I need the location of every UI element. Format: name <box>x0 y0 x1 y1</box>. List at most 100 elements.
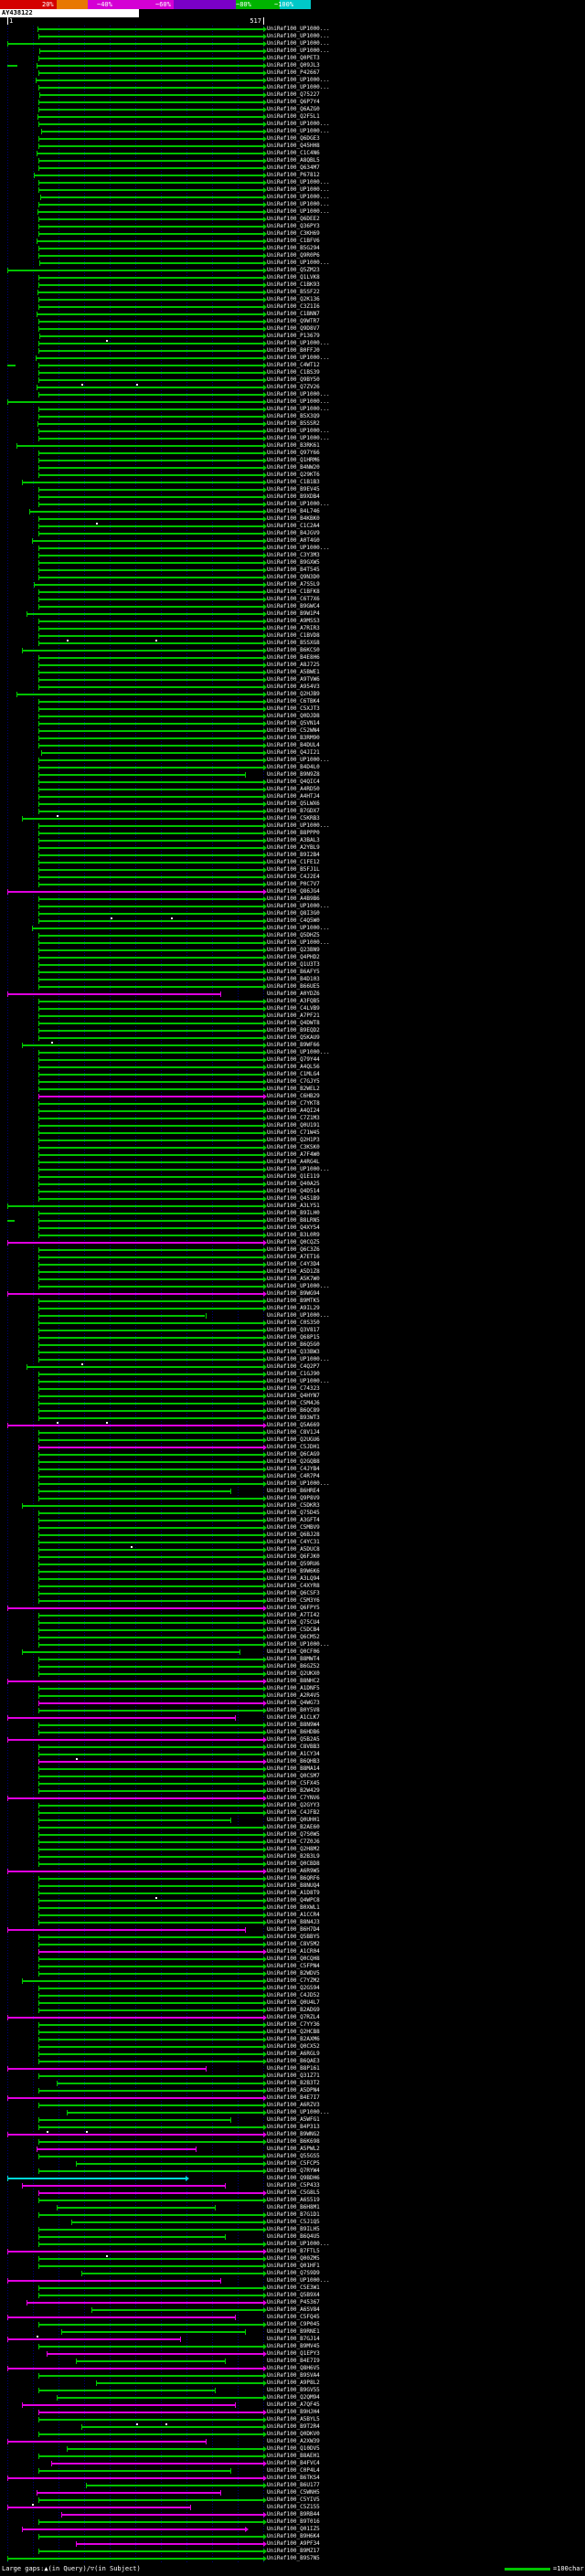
hit-bar[interactable] <box>38 489 263 491</box>
hit-row[interactable]: UniRef100_Q9P8V9 <box>0 1495 585 1502</box>
hit-row[interactable]: UniRef100_Q9BDH6 <box>0 2175 585 2182</box>
hit-row[interactable]: UniRef100_B9EV45 <box>0 486 585 493</box>
hit-row[interactable]: UniRef100_B9WG94 <box>0 1290 585 1298</box>
hit-row[interactable]: UniRef100_C5M4J6 <box>0 1400 585 1407</box>
hit-row[interactable]: UniRef100_B9SVA4 <box>0 2372 585 2380</box>
hit-bar[interactable] <box>38 2075 263 2077</box>
hit-row[interactable]: UniRef100_A2YBL9 <box>0 844 585 852</box>
hit-label[interactable]: UniRef100_Q75D45 <box>267 1510 320 1516</box>
hit-label[interactable]: UniRef100_C5KRB3 <box>267 815 320 822</box>
hit-bar[interactable] <box>38 2053 263 2055</box>
hit-label[interactable]: UniRef100_Q86JG4 <box>267 888 320 895</box>
hit-label[interactable]: UniRef100_Q2K136 <box>267 296 320 302</box>
hit-bar[interactable] <box>38 1754 263 1755</box>
hit-label[interactable]: UniRef100_Q0CQZ5 <box>267 1239 320 1246</box>
hit-row[interactable]: UniRef100_Q2HJB9 <box>0 691 585 698</box>
hit-row[interactable]: UniRef100_A6S519 <box>0 2197 585 2204</box>
hit-label[interactable]: UniRef100_B2WDV5 <box>267 1970 320 1977</box>
hit-bar[interactable] <box>7 1205 263 1207</box>
hit-bar[interactable] <box>38 1096 263 1097</box>
hit-label[interactable]: UniRef100_UP1000... <box>267 428 330 434</box>
hit-row[interactable]: UniRef100_B4D103 <box>0 976 585 983</box>
hit-label[interactable]: UniRef100_A5PWL2 <box>267 2146 320 2152</box>
hit-label[interactable]: UniRef100_B6QC89 <box>267 1407 320 1414</box>
hit-label[interactable]: UniRef100_B6Q5G0 <box>267 1341 320 1348</box>
hit-bar[interactable] <box>38 123 263 125</box>
hit-row[interactable]: UniRef100_B3L0R9 <box>0 1232 585 1239</box>
hit-label[interactable]: UniRef100_C5WNH5 <box>267 2489 320 2496</box>
hit-label[interactable]: UniRef100_B6H7D4 <box>267 1926 320 1933</box>
hit-label[interactable]: UniRef100_A5DPN4 <box>267 2087 320 2094</box>
hit-label[interactable]: UniRef100_UP1000... <box>267 398 330 405</box>
hit-row[interactable]: UniRef100_A1CLK7 <box>0 1714 585 1722</box>
hit-bar[interactable] <box>38 920 263 922</box>
hit-label[interactable]: UniRef100_C5DKR3 <box>267 1502 320 1509</box>
hit-bar[interactable] <box>38 635 263 637</box>
hit-label[interactable]: UniRef100_Q8H6V5 <box>267 2365 320 2371</box>
hit-bar[interactable] <box>38 2455 263 2457</box>
hit-label[interactable]: UniRef100_A5BWE1 <box>267 669 320 675</box>
hit-label[interactable]: UniRef100_Q68P15 <box>267 1334 320 1341</box>
hit-bar[interactable] <box>38 1015 263 1017</box>
hit-row[interactable]: UniRef100_A2R4V5 <box>0 1692 585 1700</box>
hit-row[interactable]: UniRef100_A9TVW6 <box>0 676 585 684</box>
hit-label[interactable]: UniRef100_Q2GYY3 <box>267 1802 320 1808</box>
hit-bar[interactable] <box>56 2397 263 2399</box>
hit-label[interactable]: UniRef100_Q6AZG0 <box>267 106 320 112</box>
hit-bar[interactable] <box>7 2558 263 2560</box>
hit-label[interactable]: UniRef100_A6RZV3 <box>267 2102 320 2108</box>
hit-label[interactable]: UniRef100_C4XYR8 <box>267 1583 320 1589</box>
hit-row[interactable]: UniRef100_P45367 <box>0 2299 585 2306</box>
hit-label[interactable]: UniRef100_B4E7I7 <box>267 2094 320 2101</box>
hit-bar[interactable] <box>76 2543 263 2545</box>
hit-row[interactable]: UniRef100_Q1U3T3 <box>0 961 585 969</box>
hit-bar[interactable] <box>38 255 263 257</box>
hit-label[interactable]: UniRef100_A1CLK7 <box>267 1714 320 1721</box>
hit-row[interactable]: UniRef100_Q5BBY5 <box>0 1934 585 1941</box>
hit-bar[interactable] <box>38 906 263 907</box>
hit-row[interactable]: UniRef100_B9RNE1 <box>0 2328 585 2336</box>
hit-label[interactable]: UniRef100_B8NUQ4 <box>267 1882 320 1889</box>
hit-row[interactable]: UniRef100_Q2H8M2 <box>0 1846 585 1853</box>
hit-bar[interactable] <box>38 1286 263 1288</box>
hit-label[interactable]: UniRef100_C8VBB3 <box>267 1744 320 1750</box>
hit-label[interactable]: UniRef100_C3Z1I6 <box>267 303 320 310</box>
hit-label[interactable]: UniRef100_C1C4N6 <box>267 150 320 156</box>
hit-bar[interactable] <box>38 299 263 301</box>
hit-bar[interactable] <box>7 2338 181 2340</box>
hit-bar[interactable] <box>38 1564 263 1565</box>
hit-bar[interactable] <box>39 262 263 264</box>
hit-bar[interactable] <box>38 138 263 140</box>
hit-label[interactable]: UniRef100_C5P433 <box>267 2182 320 2189</box>
hit-bar[interactable] <box>7 891 263 893</box>
hit-bar[interactable] <box>38 1900 263 1902</box>
hit-row[interactable]: UniRef100_P13679 <box>0 333 585 340</box>
hit-label[interactable]: UniRef100_A0YDZ6 <box>267 991 320 997</box>
hit-bar[interactable] <box>80 2426 263 2428</box>
hit-row[interactable]: UniRef100_C1BNN7 <box>0 311 585 318</box>
hit-label[interactable]: UniRef100_Q1E119 <box>267 1173 320 1180</box>
hit-label[interactable]: UniRef100_Q2UGU6 <box>267 1436 320 1443</box>
hit-row[interactable]: UniRef100_Q4WG73 <box>0 1700 585 1707</box>
hit-row[interactable]: UniRef100_B6TKS4 <box>0 2475 585 2482</box>
hit-label[interactable]: UniRef100_UP1000... <box>267 33 330 39</box>
hit-label[interactable]: UniRef100_Q2UKX0 <box>267 1670 320 1677</box>
hit-row[interactable]: UniRef100_Q79Y44 <box>0 1056 585 1064</box>
hit-bar[interactable] <box>38 708 263 710</box>
hit-label[interactable]: UniRef100_Q0CX52 <box>267 2043 320 2050</box>
hit-label[interactable]: UniRef100_B9I2B4 <box>267 852 320 858</box>
hit-bar[interactable] <box>38 1008 263 1010</box>
hit-label[interactable]: UniRef100_C8V5M2 <box>267 1941 320 1947</box>
hit-bar[interactable] <box>38 730 263 732</box>
hit-row[interactable]: UniRef100_B4L746 <box>0 508 585 515</box>
hit-row[interactable]: UniRef100_B4D4L0 <box>0 764 585 771</box>
hit-row[interactable]: UniRef100_UP1000... <box>0 1641 585 1648</box>
hit-label[interactable]: UniRef100_UP1000... <box>267 435 330 441</box>
hit-label[interactable]: UniRef100_P45367 <box>267 2299 320 2306</box>
hit-label[interactable]: UniRef100_B2AXM6 <box>267 2036 320 2042</box>
hit-label[interactable]: UniRef100_A5D1Z8 <box>267 1268 320 1275</box>
hit-row[interactable]: UniRef100_B5SSR2 <box>0 420 585 428</box>
hit-label[interactable]: UniRef100_UP1000... <box>267 2241 330 2247</box>
hit-row[interactable]: UniRef100_A5BWE1 <box>0 669 585 676</box>
hit-row[interactable]: UniRef100_UP1000... <box>0 925 585 932</box>
